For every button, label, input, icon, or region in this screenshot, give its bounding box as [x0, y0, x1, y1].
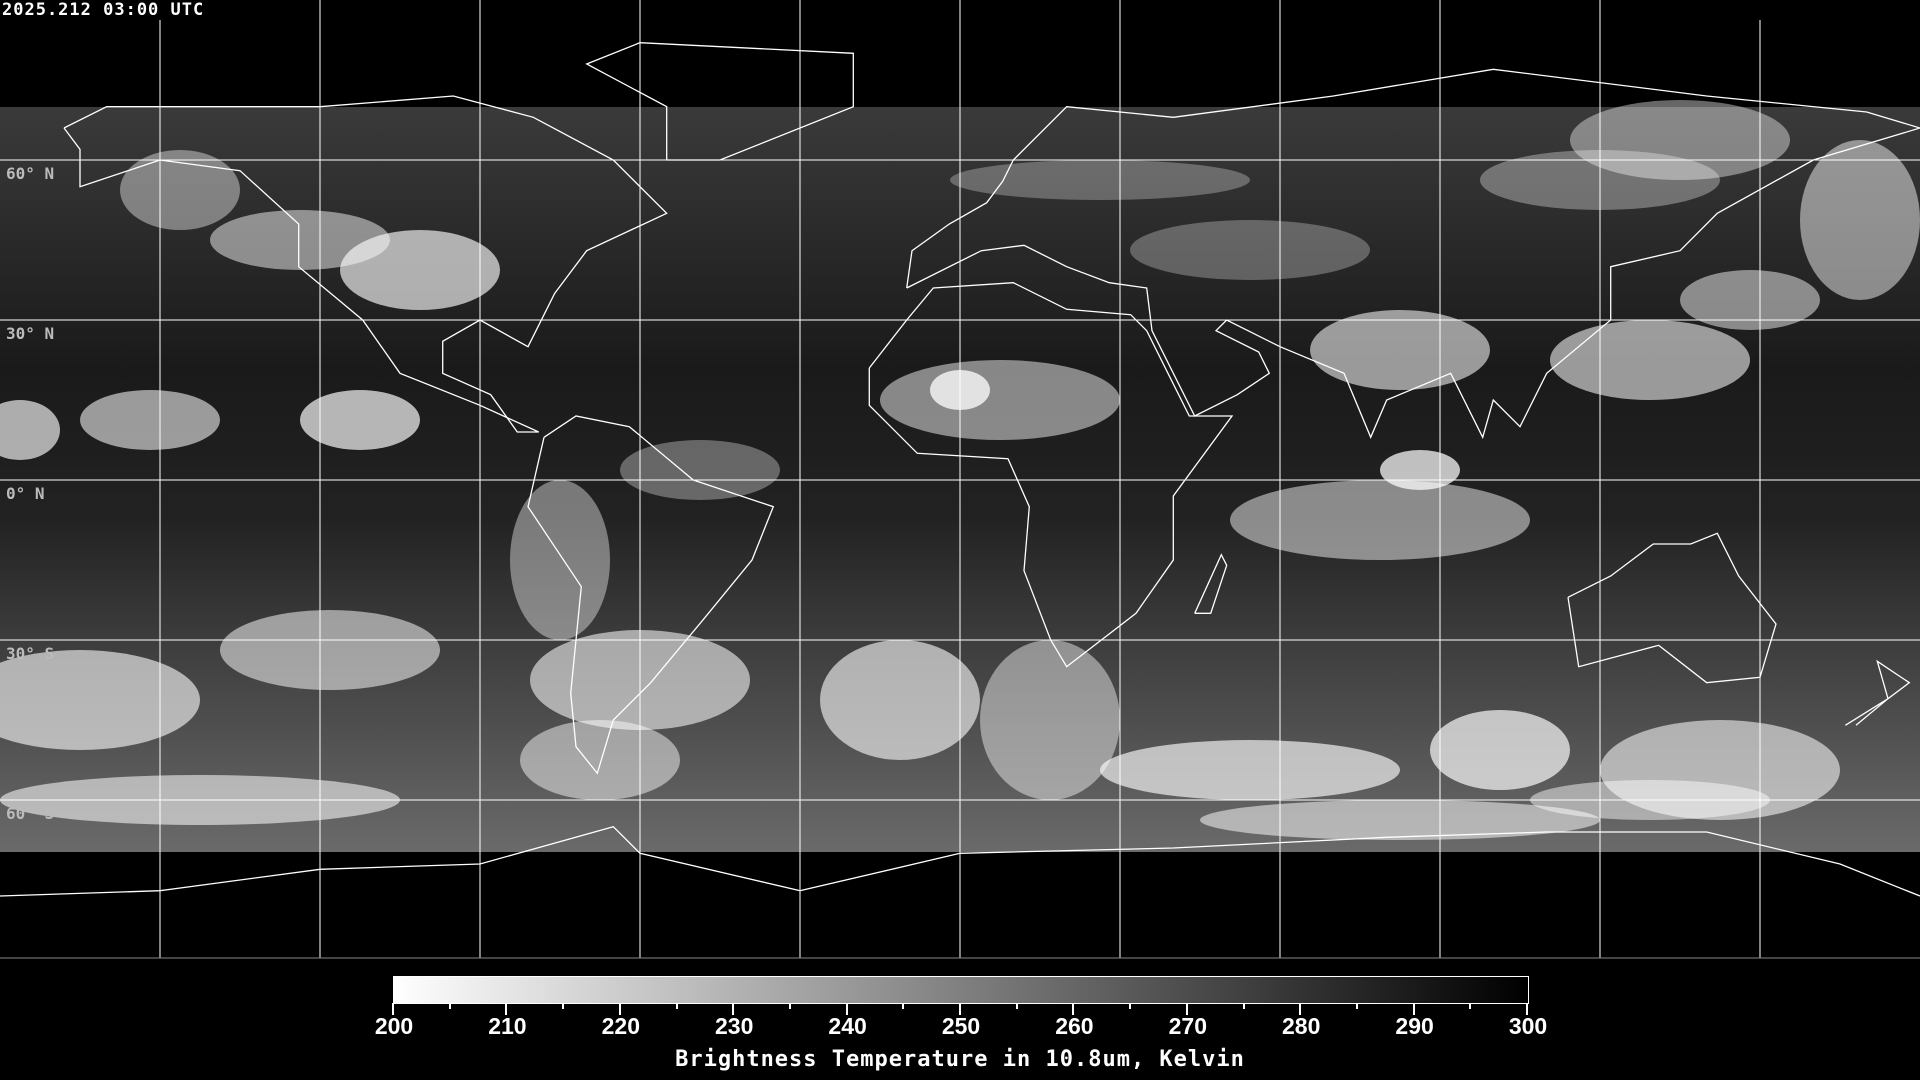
colorbar-tick-label: 260 — [1055, 1013, 1094, 1039]
colorbar-tick — [959, 1003, 961, 1015]
satellite-ir-map — [0, 0, 1920, 959]
colorbar-tick-label: 240 — [828, 1013, 867, 1039]
cloud-patch — [1200, 800, 1600, 840]
colorbar — [393, 976, 1529, 1004]
lat-label-60n: 60° N — [6, 164, 55, 183]
cloud-patch — [1680, 270, 1820, 330]
cloud-patch — [1230, 480, 1530, 560]
colorbar-tick — [1072, 1003, 1075, 1015]
coastline — [0, 825, 1920, 897]
colorbar-tick — [1242, 1003, 1245, 1009]
coastline — [868, 282, 1234, 668]
cloud-patch — [340, 230, 500, 310]
cloud-patch — [80, 390, 220, 450]
lat-label-0: 0° N — [6, 484, 45, 503]
cloud-patch — [1100, 740, 1400, 800]
colorbar-tick — [448, 1003, 451, 1009]
cloud-patch — [1130, 220, 1370, 280]
colorbar-tick — [732, 1003, 735, 1015]
lat-label-30s: 30° S — [6, 644, 55, 663]
lat-label-60s: 60° S — [6, 804, 55, 823]
cloud-patch — [980, 640, 1120, 800]
colorbar-tick — [1185, 1003, 1188, 1015]
cloud-patch — [520, 720, 680, 800]
coastline — [1844, 659, 1911, 726]
cloud-patch — [1600, 720, 1840, 820]
cloud-patch — [950, 160, 1250, 200]
colorbar-tick-label: 250 — [941, 1013, 981, 1039]
cloud-patch — [620, 440, 780, 500]
colorbar-tick-label: 300 — [1508, 1013, 1548, 1039]
colorbar-tick — [1526, 1003, 1528, 1015]
cloud-patch — [1550, 320, 1750, 400]
cloud-patch — [880, 360, 1120, 440]
colorbar-tick-label: 210 — [488, 1013, 527, 1039]
cloud-patch — [220, 610, 440, 690]
colorbar-tick — [902, 1003, 905, 1009]
colorbar-tick — [1015, 1003, 1018, 1009]
colorbar-title: Brightness Temperature in 10.8um, Kelvin — [675, 1047, 1245, 1072]
cloud-patch — [210, 210, 390, 270]
graticule — [0, 0, 1920, 959]
colorbar-tick-label: 220 — [601, 1013, 640, 1039]
cloud-patch — [510, 480, 610, 640]
cloud-patch — [1430, 710, 1570, 790]
colorbar-tick — [1355, 1003, 1358, 1009]
cloud-patch — [300, 390, 420, 450]
colorbar-tick — [505, 1003, 508, 1015]
cloud-patch — [0, 400, 60, 460]
coastline — [1194, 553, 1228, 614]
colorbar-tick — [1129, 1003, 1132, 1009]
timestamp: 2025.212 03:00 UTC — [2, 0, 205, 20]
colorbar-tick — [1299, 1003, 1302, 1015]
colorbar-tick — [845, 1003, 848, 1015]
cloud-patch — [1800, 140, 1920, 300]
cloud-patch — [120, 150, 240, 230]
cloud-patch — [1310, 310, 1490, 390]
colorbar-tick-label: 230 — [715, 1013, 754, 1039]
cloud-patch — [820, 640, 980, 760]
coastline — [585, 42, 854, 161]
coastline — [527, 415, 775, 775]
lat-label-30n: 30° N — [6, 324, 55, 343]
colorbar-tick — [675, 1003, 678, 1009]
colorbar-tick — [1412, 1003, 1415, 1015]
colorbar-tick — [788, 1003, 791, 1009]
colorbar-tick — [392, 1003, 394, 1015]
colorbar-tick — [618, 1003, 621, 1015]
colorbar-tick-label: 200 — [374, 1013, 414, 1039]
colorbar-tick-label: 270 — [1168, 1013, 1207, 1039]
colorbar-tick — [562, 1003, 565, 1009]
colorbar-tick — [1469, 1003, 1472, 1009]
colorbar-tick-label: 280 — [1282, 1013, 1321, 1039]
colorbar-tick-label: 290 — [1395, 1013, 1434, 1039]
coastline — [1567, 532, 1777, 684]
cloud-patch — [0, 650, 200, 750]
